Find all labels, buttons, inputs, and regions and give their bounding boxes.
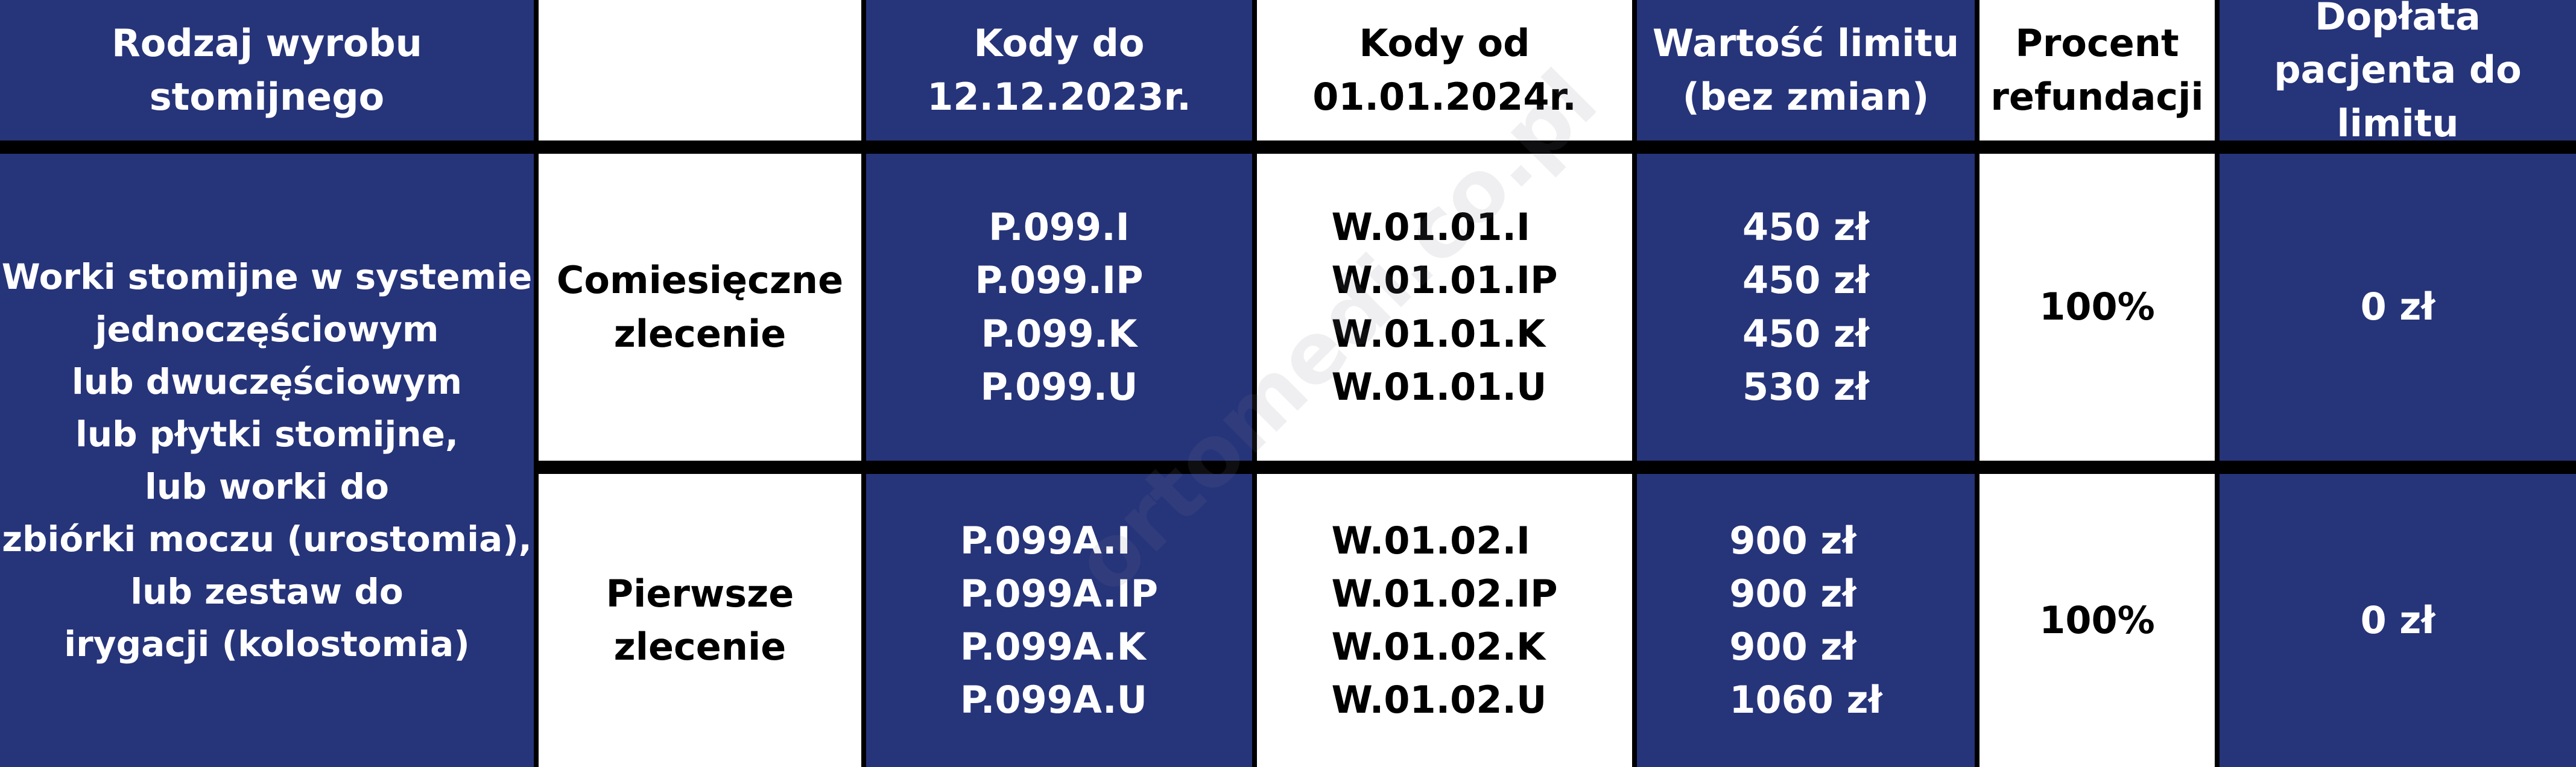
header-limit: Wartość limitu (bez zmian) (1637, 0, 1975, 154)
old-codes-monthly: P.099.I P.099.IP P.099.K P.099.U (866, 154, 1252, 467)
refund-first: 100% (1979, 467, 2215, 767)
code: P.099.U (980, 364, 1138, 409)
product-line: jednoczęściowym (95, 308, 439, 350)
header-order-type (539, 0, 861, 154)
product-line: lub dwuczęściowym (71, 361, 463, 402)
old-codes-first: P.099A.I P.099A.IP P.099A.K P.099A.U (866, 467, 1252, 767)
code: P.099A.I (960, 518, 1131, 563)
limit-value: 450 zł (1742, 311, 1870, 356)
limit-value: 530 zł (1742, 364, 1870, 409)
limit-value: 900 zł (1729, 571, 1856, 616)
header-new-codes: Kody od 01.01.2024r. (1257, 0, 1632, 154)
code: W.01.01.U (1331, 364, 1547, 409)
order-type-first: Pierwsze zlecenie (539, 467, 861, 767)
code: W.01.02.K (1331, 625, 1546, 669)
new-codes-first: W.01.02.I W.01.02.IP W.01.02.K W.01.02.U (1257, 467, 1632, 767)
order-type-monthly: Comiesięczne zlecenie (539, 154, 861, 467)
code: P.099.K (981, 311, 1138, 356)
code: W.01.02.I (1331, 518, 1531, 563)
code: W.01.01.K (1331, 311, 1546, 356)
copay-monthly: 0 zł (2220, 154, 2576, 467)
limits-first: 900 zł 900 zł 900 zł 1060 zł (1637, 467, 1975, 767)
product-line: lub płytki stomijne, (75, 413, 459, 455)
product-line: lub worki do (145, 466, 389, 507)
limit-value: 450 zł (1742, 205, 1870, 250)
limits-monthly: 450 zł 450 zł 450 zł 530 zł (1637, 154, 1975, 467)
code: W.01.02.U (1331, 678, 1547, 722)
refund-monthly: 100% (1979, 154, 2215, 467)
product-line: lub zestaw do (130, 570, 403, 612)
code: P.099A.K (960, 625, 1146, 669)
code: P.099A.IP (960, 571, 1159, 616)
header-copay: Dopłata pacjenta do limitu (2220, 0, 2576, 154)
header-product-type: Rodzaj wyrobu stomijnego (0, 0, 534, 154)
limit-value: 900 zł (1729, 625, 1856, 669)
code: P.099.I (989, 205, 1130, 250)
product-line: Worki stomijne w systemie (1, 256, 533, 297)
product-type-cell: Worki stomijne w systemie jednoczęściowy… (0, 154, 534, 767)
new-codes-monthly: W.01.01.I W.01.01.IP W.01.01.K W.01.01.U (1257, 154, 1632, 467)
limit-value: 1060 zł (1729, 678, 1882, 722)
limit-value: 450 zł (1742, 258, 1870, 303)
code: W.01.02.IP (1331, 571, 1558, 616)
product-line: irygacji (kolostomia) (64, 623, 470, 664)
code: W.01.01.I (1331, 205, 1531, 250)
code: P.099A.U (960, 678, 1147, 722)
product-line: zbiórki moczu (urostomia), (2, 518, 532, 560)
code: P.099.IP (975, 258, 1144, 303)
copay-first: 0 zł (2220, 467, 2576, 767)
code: W.01.01.IP (1331, 258, 1558, 303)
limit-value: 900 zł (1729, 518, 1856, 563)
header-old-codes: Kody do 12.12.2023r. (866, 0, 1252, 154)
header-refund: Procent refundacji (1979, 0, 2215, 154)
